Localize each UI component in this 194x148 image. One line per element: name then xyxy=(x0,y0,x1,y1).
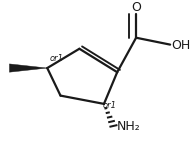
Text: or1: or1 xyxy=(103,101,117,110)
Polygon shape xyxy=(10,64,47,72)
Text: O: O xyxy=(131,1,141,14)
Text: OH: OH xyxy=(171,39,190,52)
Text: NH₂: NH₂ xyxy=(116,120,140,133)
Text: or1: or1 xyxy=(50,54,64,63)
